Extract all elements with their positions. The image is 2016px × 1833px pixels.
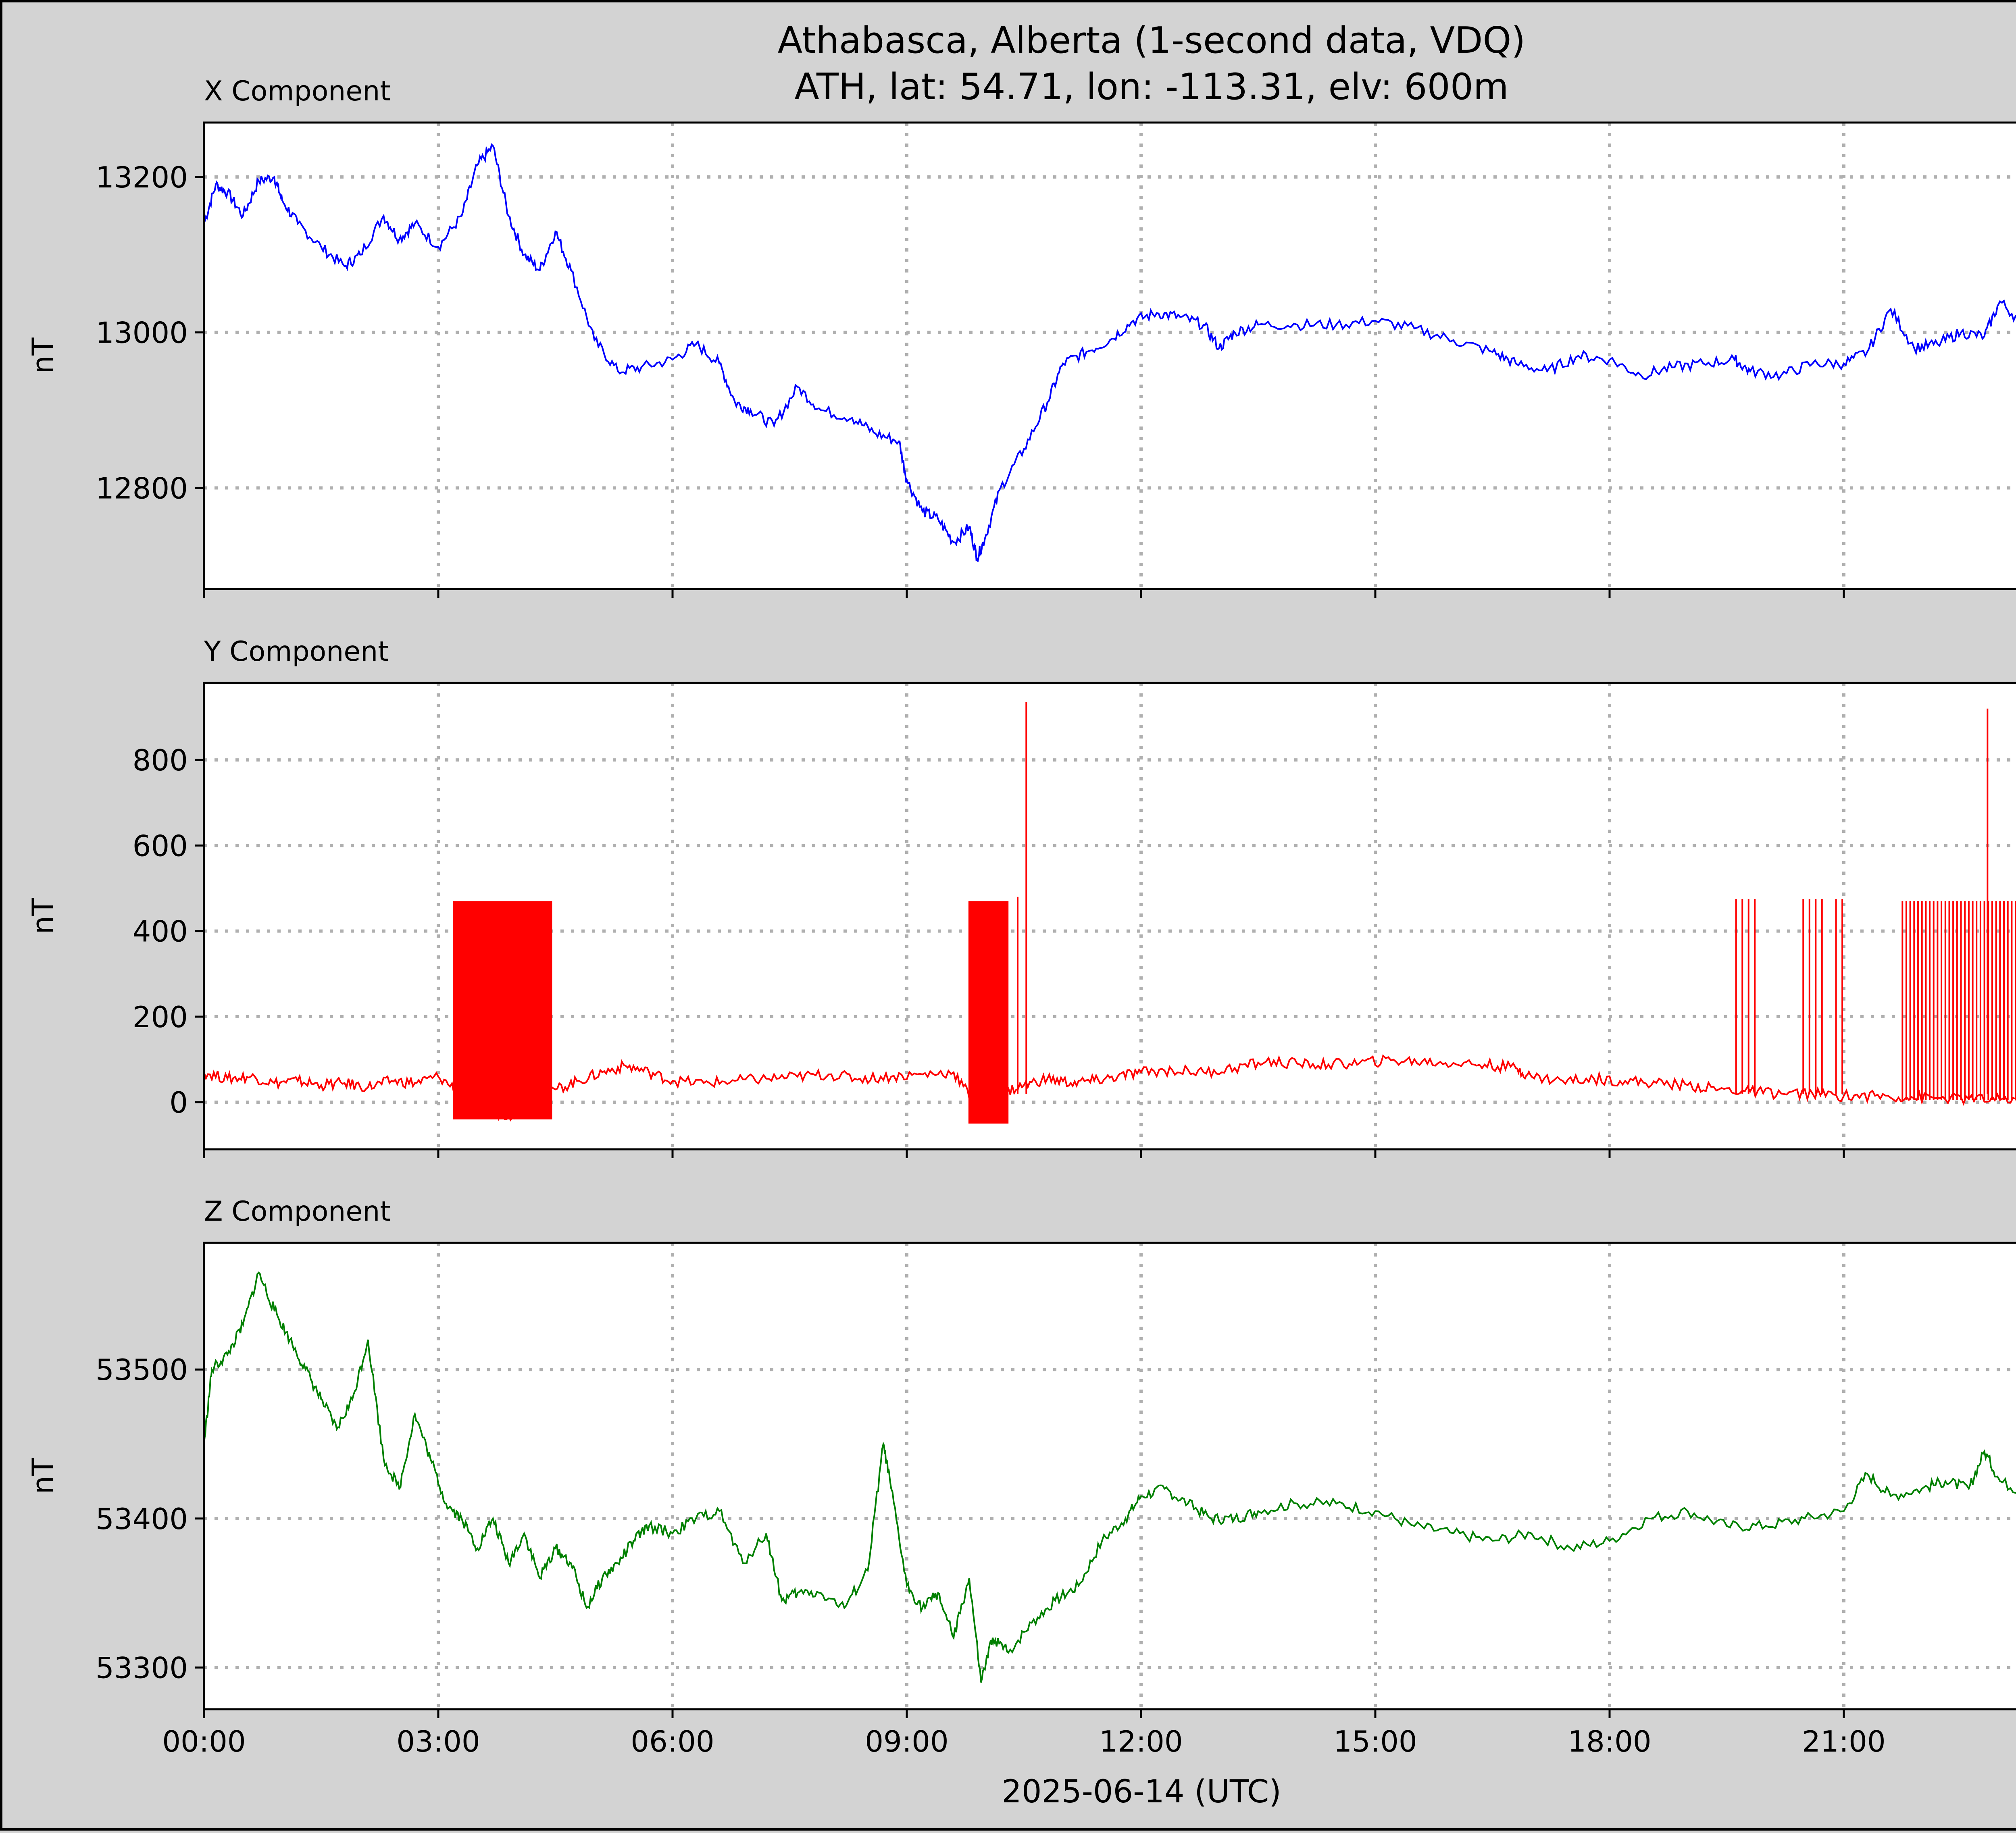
series-line	[204, 1271, 2016, 1683]
x-axis-label: 2025-06-14 (UTC)	[1002, 1774, 1281, 1810]
x-tick-label: 00:00	[162, 1725, 246, 1758]
spike-burst	[968, 901, 1009, 1124]
y-tick-label: 53400	[96, 1502, 188, 1536]
data-layer	[204, 702, 2016, 1124]
y-tick-label: 200	[133, 1000, 188, 1034]
panel-3: 00:00 03:00 06:00 09:00 12:00 15:00 18:00 21:00…	[26, 1196, 2016, 1758]
panel-title: Y Component	[204, 636, 389, 668]
plot-frame	[203, 1242, 2016, 1710]
series-line	[204, 143, 2016, 562]
data-layer	[204, 143, 2016, 562]
x-tick-label: 06:00	[631, 1725, 714, 1758]
data-layer	[204, 1271, 2016, 1683]
spike-burst	[453, 901, 552, 1119]
y-tick-label: 12800	[96, 471, 188, 505]
figure-title: Athabasca, Alberta (1-second data, VDQ)	[778, 19, 1526, 62]
y-tick-label: 400	[133, 915, 188, 949]
y-tick-label: 53300	[96, 1651, 188, 1685]
y-tick-label: 53500	[96, 1353, 188, 1387]
y-tick-label: 13200	[96, 160, 188, 194]
y-tick-label: 0	[169, 1086, 188, 1119]
y-axis-label: nT	[26, 1458, 60, 1494]
series-line	[204, 1054, 2016, 1122]
x-tick-label: 12:00	[1099, 1725, 1183, 1758]
plot-frame	[203, 682, 2016, 1151]
x-tick-label: 15:00	[1333, 1725, 1417, 1758]
x-tick-label: 03:00	[396, 1725, 480, 1758]
x-tick-label: 18:00	[1568, 1725, 1652, 1758]
panel-title: Z Component	[204, 1196, 391, 1228]
plot-area	[204, 1243, 2016, 1709]
plot-frame	[203, 121, 2016, 590]
y-tick-label: 13000	[96, 316, 188, 350]
y-tick-label: 800	[133, 743, 188, 777]
spike-range	[1901, 901, 2016, 1100]
panel-title: X Component	[204, 75, 391, 107]
panel-2: 0 200 400 600 800 Y Component nT	[26, 636, 2016, 1158]
panel-1: 12800 13000 13200 X Component nT	[26, 75, 2016, 598]
x-tick-label: 21:00	[1802, 1725, 1886, 1758]
figure-subtitle: ATH, lat: 54.71, lon: -113.31, elv: 600m	[794, 66, 1508, 108]
y-axis-label: nT	[26, 898, 60, 934]
y-axis-label: nT	[26, 337, 60, 374]
panels: 12800 13000 13200 X Component nT 0 200 400 600 80…	[26, 75, 2016, 1758]
x-tick-label: 09:00	[865, 1725, 949, 1758]
plot-area	[204, 123, 2016, 589]
y-tick-label: 600	[133, 829, 188, 863]
